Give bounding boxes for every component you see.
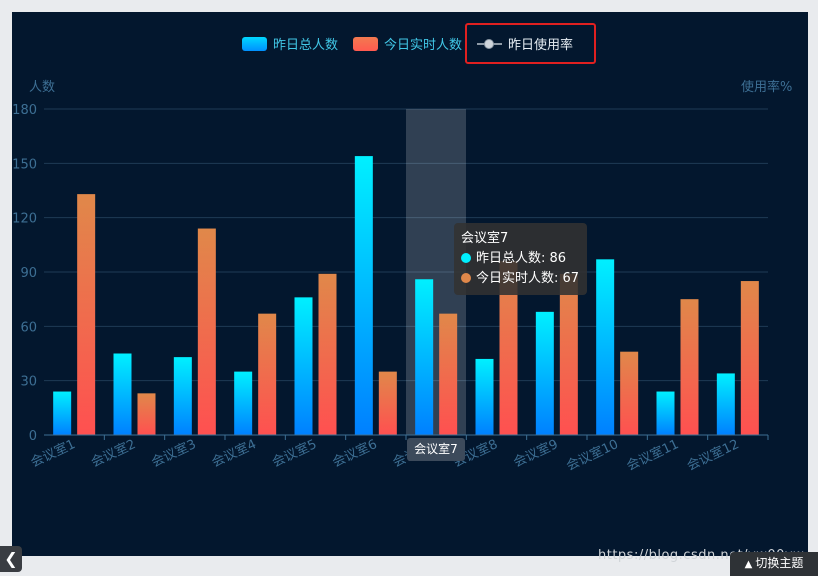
bar-yesterday-total[interactable] bbox=[716, 373, 735, 435]
tooltip: 会议室7 昨日总人数: 86 今日实时人数: 67 bbox=[454, 223, 587, 295]
bar-yesterday-total[interactable] bbox=[535, 311, 554, 435]
chart-panel: 人数 使用率% 昨日总人数 今日实时人数 昨日使用率 0 30 60 90 120 150… bbox=[12, 12, 808, 556]
switch-theme-label: 切换主题 bbox=[755, 556, 804, 570]
bar-today-realtime[interactable] bbox=[378, 371, 397, 435]
bar-today-realtime[interactable] bbox=[197, 228, 216, 435]
x-tick-label: 会议室11 bbox=[624, 436, 681, 474]
bar-yesterday-total[interactable] bbox=[53, 391, 72, 435]
y-axis-right-name: 使用率% bbox=[741, 79, 792, 95]
y-tick-label: 150 bbox=[12, 157, 37, 172]
x-tick-label: 会议室3 bbox=[149, 436, 199, 470]
x-tick-label: 会议室4 bbox=[209, 436, 259, 470]
bar-yesterday-total[interactable] bbox=[656, 391, 675, 435]
bar-yesterday-total[interactable] bbox=[173, 357, 192, 435]
tooltip-title: 会议室7 bbox=[461, 231, 509, 246]
tooltip-row-label: 昨日总人数: 86 bbox=[476, 251, 567, 266]
bar-today-realtime[interactable] bbox=[439, 313, 458, 435]
bar-today-realtime[interactable] bbox=[77, 194, 96, 435]
bars bbox=[53, 156, 759, 436]
bar-today-realtime[interactable] bbox=[559, 273, 578, 435]
chevron-up-icon: ▲ bbox=[744, 559, 753, 570]
tooltip-dot-icon bbox=[461, 273, 471, 283]
y-tick-label: 0 bbox=[29, 429, 37, 444]
legend-label-yesterday-total: 昨日总人数 bbox=[273, 38, 338, 53]
bar-yesterday-total[interactable] bbox=[234, 371, 253, 435]
bar-yesterday-total[interactable] bbox=[475, 358, 494, 435]
y-axis-ticks: 0 30 60 90 120 150 180 bbox=[12, 103, 37, 444]
bar-today-realtime[interactable] bbox=[318, 273, 337, 435]
y-tick-label: 180 bbox=[12, 103, 37, 118]
tooltip-row-today-realtime: 今日实时人数: 67 bbox=[461, 269, 580, 289]
y-tick-label: 120 bbox=[12, 212, 37, 227]
tooltip-row-yesterday-total: 昨日总人数: 86 bbox=[461, 249, 580, 269]
x-tick-label: 会议室6 bbox=[330, 436, 380, 470]
legend-label-today-realtime: 今日实时人数 bbox=[384, 37, 462, 53]
bar-chart: 人数 使用率% 昨日总人数 今日实时人数 昨日使用率 0 30 60 90 120 150… bbox=[12, 37, 792, 474]
grid-lines bbox=[44, 108, 768, 382]
legend-item-yesterday-usage-rate[interactable]: 昨日使用率 bbox=[477, 37, 573, 53]
bar-yesterday-total[interactable] bbox=[415, 279, 434, 435]
legend-highlight-box bbox=[465, 23, 596, 64]
bar-yesterday-total[interactable] bbox=[113, 353, 132, 436]
bar-today-realtime[interactable] bbox=[499, 261, 518, 435]
switch-theme-button[interactable]: ▲ 切换主题 bbox=[730, 552, 818, 576]
legend-item-yesterday-total[interactable]: 昨日总人数 bbox=[242, 37, 338, 53]
x-axis-ticks: 会议室1会议室2会议室3会议室4会议室5会议室6会议室7会议室8会议室9会议室1… bbox=[28, 435, 769, 474]
legend-item-today-realtime[interactable]: 今日实时人数 bbox=[353, 37, 462, 53]
bar-today-realtime[interactable] bbox=[740, 281, 759, 435]
bar-yesterday-total[interactable] bbox=[294, 297, 313, 435]
x-tick-label: 会议室10 bbox=[564, 436, 621, 474]
x-tick-label: 会议室5 bbox=[270, 436, 320, 470]
chevron-left-icon: ❮ bbox=[4, 549, 18, 568]
back-button[interactable]: ❮ bbox=[0, 546, 22, 572]
legend: 昨日总人数 今日实时人数 昨日使用率 bbox=[242, 37, 573, 53]
x-tick-label: 会议室9 bbox=[511, 436, 561, 470]
bar-today-realtime[interactable] bbox=[620, 351, 639, 435]
y-tick-label: 90 bbox=[20, 266, 37, 281]
x-tick-label: 会议室2 bbox=[89, 436, 139, 470]
axis-pointer-label: 会议室7 bbox=[407, 438, 465, 461]
legend-label-yesterday-usage-rate: 昨日使用率 bbox=[508, 37, 573, 53]
bar-today-realtime[interactable] bbox=[137, 393, 156, 435]
x-tick-label: 会议室12 bbox=[684, 436, 741, 474]
tooltip-dot-icon bbox=[461, 253, 471, 263]
y-tick-label: 30 bbox=[20, 375, 37, 390]
bar-today-realtime[interactable] bbox=[258, 313, 277, 435]
bar-today-realtime[interactable] bbox=[680, 299, 699, 435]
y-tick-label: 60 bbox=[20, 320, 37, 335]
tooltip-row-label: 今日实时人数: 67 bbox=[476, 271, 580, 286]
bar-yesterday-total[interactable] bbox=[596, 259, 615, 435]
y-axis-left-name: 人数 bbox=[29, 80, 55, 95]
bar-yesterday-total[interactable] bbox=[354, 156, 373, 436]
